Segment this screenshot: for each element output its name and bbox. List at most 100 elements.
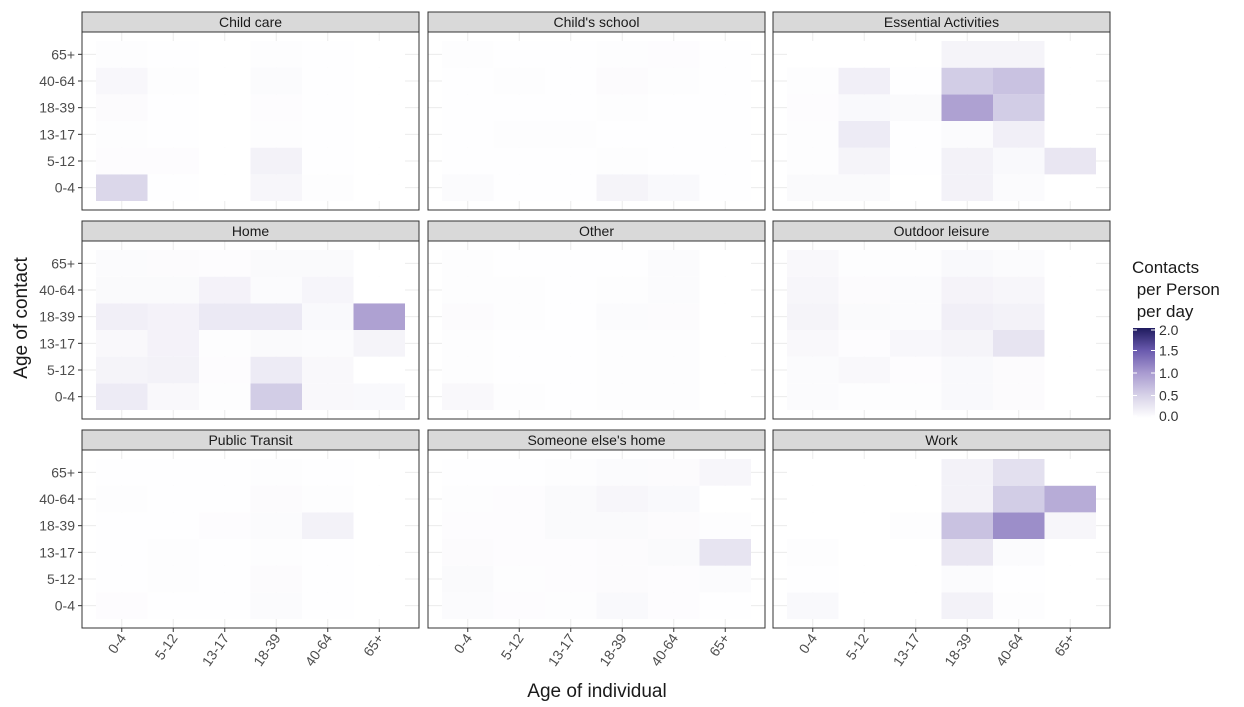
heatmap-cell xyxy=(596,539,648,566)
heatmap-cell xyxy=(648,67,700,95)
heatmap-cell xyxy=(353,303,405,330)
heatmap-cell xyxy=(596,174,648,201)
heatmap-cell xyxy=(147,276,199,304)
heatmap-cell xyxy=(353,512,405,539)
heatmap-cell xyxy=(890,512,942,539)
heatmap-cell xyxy=(199,592,251,619)
heatmap-cell xyxy=(302,356,354,384)
heatmap-cell xyxy=(250,67,302,95)
x-tick-label: 13-17 xyxy=(199,630,233,669)
heatmap-cell xyxy=(993,94,1045,121)
heatmap-cell xyxy=(941,485,993,513)
heatmap-cell xyxy=(96,41,148,68)
heatmap-cell xyxy=(890,485,942,513)
heatmap-cell xyxy=(993,147,1045,175)
heatmap-cell xyxy=(302,303,354,330)
heatmap-cell xyxy=(199,121,251,148)
panel-border xyxy=(772,240,1111,420)
heatmap-cell xyxy=(353,592,405,619)
heatmap-cell xyxy=(993,121,1045,148)
heatmap-cell xyxy=(250,41,302,68)
heatmap-cell xyxy=(1044,94,1096,121)
heatmap-cell xyxy=(838,459,890,486)
heatmap-cell xyxy=(250,592,302,619)
heatmap-cell xyxy=(493,485,545,513)
heatmap-cell xyxy=(838,330,890,357)
heatmap-cell xyxy=(838,592,890,619)
heatmap-cell xyxy=(787,147,839,175)
heatmap-cell xyxy=(493,565,545,593)
x-tick-label: 5-12 xyxy=(152,630,181,662)
heatmap-cell xyxy=(648,459,700,486)
heatmap-cell xyxy=(941,94,993,121)
heatmap-cell xyxy=(993,565,1045,593)
heatmap-cell xyxy=(838,147,890,175)
heatmap-cell xyxy=(96,592,148,619)
heatmap-cell xyxy=(941,512,993,539)
heatmap-cell xyxy=(648,121,700,148)
heatmap-cell xyxy=(250,174,302,201)
heatmap-cell xyxy=(838,383,890,410)
x-tick-label: 65+ xyxy=(706,631,733,660)
heatmap-cell xyxy=(699,539,751,566)
heatmap-cell xyxy=(648,356,700,384)
heatmap-cell xyxy=(648,539,700,566)
heatmap-cell xyxy=(1044,459,1096,486)
heatmap-cell xyxy=(250,330,302,357)
heatmap-cell xyxy=(147,485,199,513)
y-tick-label: 65+ xyxy=(51,255,75,271)
heatmap-cell xyxy=(941,459,993,486)
heatmap-cell xyxy=(353,485,405,513)
heatmap-cell xyxy=(890,41,942,68)
heatmap-cell xyxy=(442,512,494,539)
heatmap-cell xyxy=(941,67,993,95)
facet-home: Home xyxy=(81,220,420,420)
heatmap-cell xyxy=(199,276,251,304)
heatmap-cell xyxy=(941,356,993,384)
heatmap-cell xyxy=(442,250,494,277)
heatmap-cell xyxy=(147,356,199,384)
heatmap-cell xyxy=(993,41,1045,68)
heatmap-cell xyxy=(96,67,148,95)
heatmap-cell xyxy=(493,512,545,539)
x-tick-label: 13-17 xyxy=(890,630,924,669)
heatmap-cell xyxy=(199,383,251,410)
heatmap-cell xyxy=(147,330,199,357)
heatmap-cell xyxy=(250,276,302,304)
heatmap-cell xyxy=(596,303,648,330)
heatmap-cell xyxy=(699,383,751,410)
heatmap-cell xyxy=(648,485,700,513)
heatmap-cell xyxy=(302,565,354,593)
heatmap-cell xyxy=(993,459,1045,486)
heatmap-cell xyxy=(838,356,890,384)
heatmap-cell xyxy=(147,94,199,121)
heatmap-cell xyxy=(442,121,494,148)
x-tick-label: 0-4 xyxy=(450,630,475,656)
heatmap-cell xyxy=(147,147,199,175)
facet-essential-activities: Essential Activities xyxy=(772,11,1111,211)
heatmap-cell xyxy=(442,565,494,593)
heatmap-cell xyxy=(596,121,648,148)
heatmap-cell xyxy=(993,67,1045,95)
heatmap-cell xyxy=(493,459,545,486)
heatmap-cell xyxy=(250,303,302,330)
heatmap-cell xyxy=(699,94,751,121)
heatmap-cell xyxy=(787,565,839,593)
heatmap-cell xyxy=(890,250,942,277)
heatmap-cell xyxy=(96,121,148,148)
heatmap-cell xyxy=(941,383,993,410)
heatmap-cell xyxy=(787,94,839,121)
heatmap-cell xyxy=(941,303,993,330)
heatmap-cell xyxy=(941,592,993,619)
heatmap-cell xyxy=(302,485,354,513)
heatmap-cell xyxy=(993,250,1045,277)
heatmap-cell xyxy=(493,383,545,410)
heatmap-cell xyxy=(199,485,251,513)
heatmap-cell xyxy=(545,250,597,277)
x-tick-label: 0-4 xyxy=(795,630,820,656)
y-tick-label: 13-17 xyxy=(39,335,75,351)
heatmap-cell xyxy=(96,250,148,277)
heatmap-cell xyxy=(787,485,839,513)
facet-title: Child's school xyxy=(554,14,640,30)
heatmap-cell xyxy=(302,94,354,121)
